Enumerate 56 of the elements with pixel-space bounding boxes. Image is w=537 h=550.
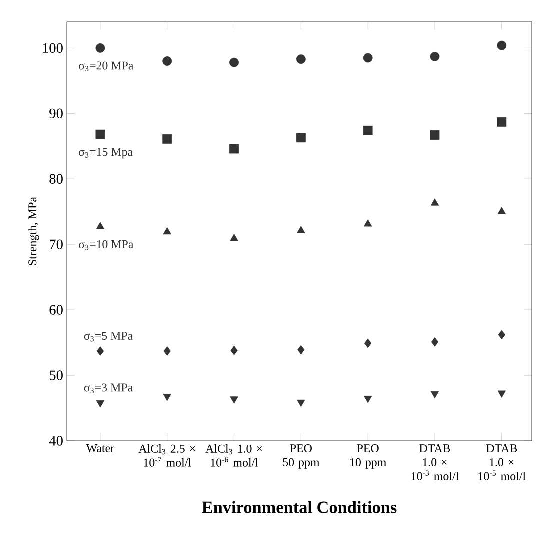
point: [296, 133, 306, 143]
point: [430, 391, 440, 399]
series-label: σ$_{3}$=15 Mpa: [79, 148, 133, 159]
point: [498, 390, 506, 398]
x-tick-label: PEO 50 ppm: [283, 444, 320, 469]
point: [497, 117, 507, 127]
series-label: σ$_{3}$=5 MPa: [84, 332, 133, 342]
point: [498, 330, 506, 340]
y-tick-label: 60: [50, 305, 63, 315]
point: [163, 227, 172, 235]
y-tick-label: 70: [50, 240, 63, 250]
point: [364, 338, 372, 348]
point: [96, 130, 106, 140]
point: [430, 198, 440, 206]
point: [363, 53, 373, 63]
series-label: σ$_{3}$=10 MPa: [79, 240, 134, 250]
point: [430, 52, 440, 62]
point: [363, 126, 373, 136]
point: [298, 345, 305, 355]
point: [430, 130, 440, 140]
x-axis-title: Environmental Conditions: [202, 501, 397, 514]
point: [164, 346, 171, 356]
y-tick-label: 40: [49, 436, 63, 446]
point: [230, 234, 238, 242]
y-tick-label: 100: [43, 43, 63, 54]
y-axis-title: Strength, MPa: [28, 197, 40, 266]
category-label: AlCl$_{3}$ 2.5 × 10$^{-7}$ mol/l: [138, 444, 196, 467]
point: [163, 394, 172, 402]
point: [497, 40, 507, 50]
point: [498, 207, 506, 214]
category-label: AlCl$_{3}$ 1.0 × 10$^{-6}$ mol/l: [206, 444, 262, 467]
point: [364, 396, 372, 404]
point: [230, 346, 238, 356]
point: [297, 226, 306, 234]
series-label: σ$_{3}$=20 MPa: [79, 62, 134, 72]
x-tick-label: DTAB 1.0 × 10$^{-5}$ mol/l: [478, 444, 526, 480]
point: [296, 54, 306, 64]
y-tick-label: 90: [50, 108, 63, 118]
point: [230, 58, 239, 68]
point: [230, 396, 238, 404]
x-tick-label: PEO 10 ppm: [350, 444, 386, 469]
x-tick-label: DTAB 1.0 × 10$^{-3}$ mol/l: [412, 444, 459, 480]
point: [96, 400, 105, 408]
point: [96, 222, 105, 230]
point: [364, 220, 372, 227]
x-tick-label: Water: [86, 444, 114, 453]
point: [162, 56, 172, 66]
point: [96, 43, 106, 53]
point: [431, 337, 439, 347]
y-tick-label: 50: [50, 370, 63, 380]
y-tick-label: 80: [50, 174, 63, 184]
point: [230, 144, 239, 154]
point: [162, 134, 172, 144]
series-label: σ$_{3}$=3 MPa: [84, 384, 133, 394]
point: [96, 346, 104, 356]
point: [297, 400, 306, 408]
